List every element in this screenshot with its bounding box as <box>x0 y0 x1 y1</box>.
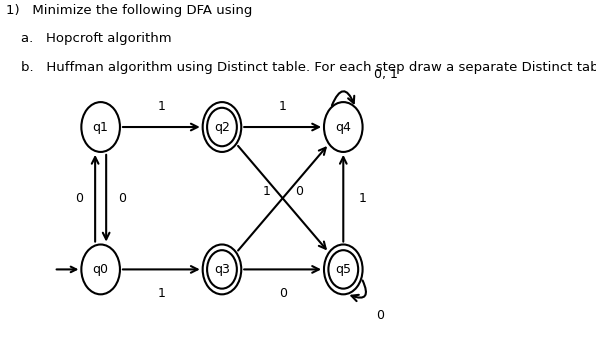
Text: q3: q3 <box>214 263 230 276</box>
Text: a.   Hopcroft algorithm: a. Hopcroft algorithm <box>21 32 171 45</box>
Text: 0: 0 <box>377 308 384 321</box>
Text: q4: q4 <box>336 120 351 133</box>
Text: 0: 0 <box>295 185 303 198</box>
Text: q2: q2 <box>214 120 230 133</box>
Circle shape <box>81 102 120 152</box>
Text: 0: 0 <box>75 192 83 205</box>
Circle shape <box>324 102 362 152</box>
Text: 1: 1 <box>157 100 165 113</box>
Text: q1: q1 <box>93 120 108 133</box>
Text: 0, 1: 0, 1 <box>374 68 398 81</box>
Text: q5: q5 <box>336 263 351 276</box>
Text: b.   Huffman algorithm using Distinct table. For each step draw a separate Disti: b. Huffman algorithm using Distinct tabl… <box>21 61 596 74</box>
FancyArrowPatch shape <box>244 266 319 273</box>
Text: 0: 0 <box>279 287 287 300</box>
FancyArrowPatch shape <box>238 146 325 249</box>
Text: 1: 1 <box>157 287 165 300</box>
FancyArrowPatch shape <box>103 155 110 239</box>
Text: 1)   Minimize the following DFA using: 1) Minimize the following DFA using <box>6 4 252 17</box>
FancyArrowPatch shape <box>123 124 197 130</box>
FancyArrowPatch shape <box>92 157 98 242</box>
Text: 1: 1 <box>279 100 287 113</box>
FancyArrowPatch shape <box>238 148 325 251</box>
Text: 1: 1 <box>263 185 271 198</box>
Text: 0: 0 <box>118 192 126 205</box>
Circle shape <box>324 245 362 294</box>
FancyArrowPatch shape <box>123 266 197 273</box>
Circle shape <box>203 102 241 152</box>
Circle shape <box>81 245 120 294</box>
FancyArrowPatch shape <box>340 157 347 242</box>
FancyArrowPatch shape <box>352 280 366 301</box>
FancyArrowPatch shape <box>332 91 354 105</box>
Text: 1: 1 <box>359 192 367 205</box>
Text: q0: q0 <box>92 263 108 276</box>
Circle shape <box>203 245 241 294</box>
FancyArrowPatch shape <box>244 124 319 130</box>
